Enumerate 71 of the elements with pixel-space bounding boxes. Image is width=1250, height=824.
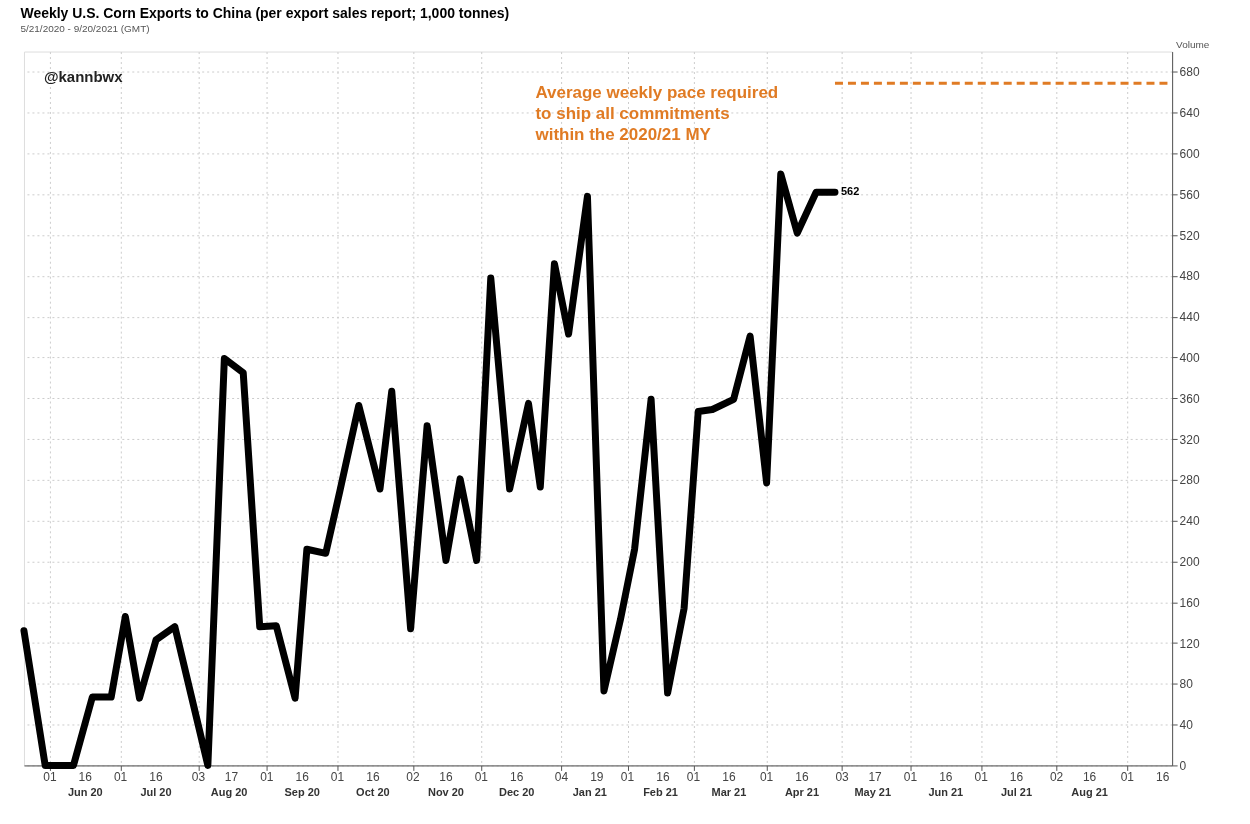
y-tick-label: 120: [1179, 636, 1200, 651]
y-tick-label: 200: [1179, 554, 1200, 569]
x2-tick-label: Nov 20: [427, 786, 464, 799]
x-tick-label: 17: [224, 770, 239, 785]
x-tick-label: 01: [113, 770, 128, 785]
y-tick-label: 80: [1179, 677, 1194, 692]
x-tick-label: 16: [722, 770, 736, 785]
x2-tick-label: Jun 20: [67, 786, 103, 799]
x-tick-label: 16: [1009, 770, 1024, 785]
x-tick-label: 01: [43, 770, 57, 785]
x2-tick-label: Apr 21: [784, 786, 820, 799]
x-tick-label: 01: [686, 770, 701, 785]
x2-tick-label: Aug 21: [1071, 786, 1108, 799]
x-tick-label: 16: [939, 770, 953, 785]
x2-tick-label: Sep 20: [284, 786, 320, 799]
x-tick-label: 01: [474, 770, 489, 785]
x-tick-label: 16: [149, 770, 163, 785]
x-tick-label: 01: [903, 770, 918, 785]
x-tick-label: 19: [590, 770, 604, 785]
y-tick-label: 520: [1179, 228, 1200, 243]
x-tick-label: 01: [330, 770, 345, 785]
x-tick-label: 01: [620, 770, 635, 785]
x2-tick-label: May 21: [854, 786, 891, 799]
x2-tick-label: Feb 21: [643, 786, 678, 799]
annotation: 562: [840, 185, 860, 198]
x-tick-label: 16: [439, 770, 453, 785]
x-tick-label: 02: [406, 770, 420, 785]
x-tick-label: 03: [191, 770, 206, 785]
y-axis-title: Volume: [1176, 38, 1210, 50]
x-tick-label: 02: [1049, 770, 1064, 785]
x-tick-label: 16: [1082, 770, 1097, 785]
x-tick-label: 01: [260, 770, 274, 785]
x-tick-label: 16: [1156, 770, 1170, 785]
y-tick-label: 240: [1179, 514, 1200, 529]
y-tick-label: 440: [1179, 310, 1200, 325]
y-tick-label: 560: [1179, 187, 1200, 202]
y-tick-label: 160: [1179, 595, 1200, 610]
x-tick-label: 17: [868, 770, 883, 785]
x-tick-label: 01: [974, 770, 989, 785]
y-tick-label: 400: [1179, 350, 1200, 365]
x-tick-label: 16: [366, 770, 380, 785]
x-tick-label: 01: [759, 770, 774, 785]
x-tick-label: 16: [295, 770, 310, 785]
ref-line-label: Average weekly pace required to ship all commitments within the 2020/21 MY: [534, 83, 779, 145]
x-tick-label: 16: [656, 770, 670, 785]
y-tick-label: 480: [1179, 269, 1200, 284]
y-tick-label: 640: [1179, 106, 1200, 121]
x2-tick-label: Jun 21: [928, 786, 964, 799]
x2-tick-label: Dec 20: [499, 786, 535, 799]
chart-title: Weekly U.S. Corn Exports to China (per export sales report; 1,000 tonnes): [20, 4, 510, 21]
x-tick-label: 04: [554, 770, 569, 785]
y-tick-label: 600: [1179, 147, 1200, 162]
x2-tick-label: Jul 21: [1000, 786, 1033, 799]
annotation: @kannbwx: [43, 67, 124, 85]
y-tick-label: 320: [1179, 432, 1200, 447]
x2-tick-label: Jul 20: [140, 786, 172, 799]
x-tick-label: 01: [1120, 770, 1135, 785]
y-tick-label: 0: [1179, 758, 1187, 773]
chart-subtitle: 5/21/2020 - 9/20/2021 (GMT): [20, 22, 150, 34]
x-tick-label: 03: [835, 770, 850, 785]
y-tick-label: 40: [1179, 718, 1194, 733]
x-tick-label: 16: [78, 770, 93, 785]
x2-tick-label: Aug 20: [210, 786, 248, 799]
x2-tick-label: Oct 20: [356, 786, 390, 799]
y-tick-label: 280: [1179, 473, 1200, 488]
x2-tick-label: Jan 21: [572, 786, 607, 799]
y-tick-label: 360: [1179, 391, 1200, 406]
x-tick-label: 16: [795, 770, 809, 785]
x2-tick-label: Mar 21: [711, 786, 747, 799]
y-tick-label: 680: [1179, 65, 1200, 80]
x-tick-label: 16: [510, 770, 524, 785]
